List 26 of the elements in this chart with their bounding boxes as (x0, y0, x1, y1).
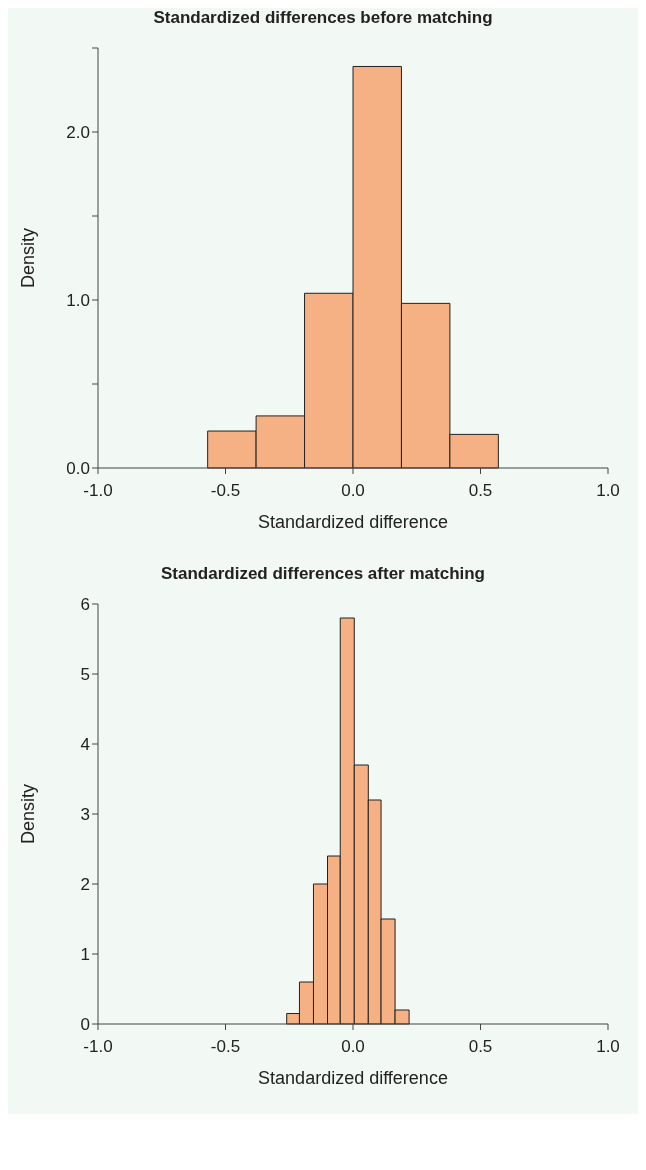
y-tick-label: 0.0 (66, 459, 90, 479)
x-tick-label: -1.0 (83, 481, 113, 501)
x-tick-label: 1.0 (596, 481, 620, 501)
y-tick-label: 5 (80, 665, 90, 685)
y-tick-label: 2.0 (66, 123, 90, 143)
y-tick-label: 3 (80, 805, 90, 825)
x-tick-label: 0.5 (468, 481, 493, 501)
y-tick-label: 1.0 (66, 291, 90, 311)
y-tick-label: 0 (80, 1015, 90, 1035)
x-tick-label: -0.5 (210, 481, 241, 501)
y-axis-title: Density (18, 227, 39, 289)
x-tick-label: -0.5 (210, 1037, 241, 1057)
x-tick-label: 0.5 (468, 1037, 493, 1057)
x-tick-label: 1.0 (596, 1037, 620, 1057)
y-axis-title: Density (18, 783, 39, 845)
y-tick-label: 6 (80, 595, 90, 615)
x-axis-title: Standardized difference (258, 1068, 448, 1088)
y-tick-label: 2 (80, 875, 90, 895)
x-tick-label: 0.0 (341, 481, 365, 501)
x-tick-label: 0.0 (341, 1037, 365, 1057)
x-axis-title: Standardized difference (258, 512, 448, 532)
y-tick-label: 1 (80, 945, 90, 965)
x-tick-label: -1.0 (83, 1037, 113, 1057)
chart-title: Standardized differences before matching (152, 8, 494, 28)
y-tick-label: 4 (80, 735, 90, 755)
chart-title: Standardized differences after matching (160, 564, 486, 584)
